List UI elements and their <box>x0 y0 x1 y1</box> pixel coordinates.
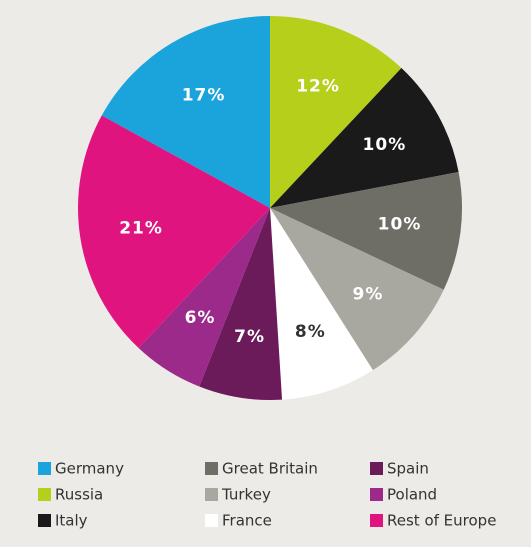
pie-slice <box>138 208 270 387</box>
legend-label: Germany <box>55 460 124 478</box>
pie-slice <box>199 208 283 400</box>
legend-label: Poland <box>387 486 437 504</box>
legend-label: France <box>222 512 272 530</box>
pie-slice <box>78 115 270 348</box>
pie-slice <box>270 208 373 400</box>
value-label: 21% <box>119 218 163 238</box>
value-label: 10% <box>363 135 407 155</box>
legend-label: Turkey <box>221 486 271 504</box>
value-label: 10% <box>378 214 422 234</box>
legend-swatch <box>370 514 383 527</box>
value-label: 6% <box>185 308 216 328</box>
legend-label: Rest of Europe <box>387 512 496 530</box>
legend-swatch <box>205 488 218 501</box>
legend-swatch <box>370 462 383 475</box>
legend-swatch <box>38 488 51 501</box>
value-label: 9% <box>352 284 383 304</box>
value-label: 7% <box>234 327 265 347</box>
legend-label: Russia <box>55 486 103 504</box>
value-label: 8% <box>295 322 326 342</box>
legend-label: Great Britain <box>222 460 318 478</box>
value-label: 12% <box>296 77 340 97</box>
pie-slice <box>270 208 444 371</box>
legend-label: Spain <box>387 460 429 478</box>
legend-swatch <box>370 488 383 501</box>
pie-slice <box>101 16 270 208</box>
pie-slice <box>270 172 463 290</box>
legend-swatch <box>205 514 218 527</box>
legend-swatch <box>205 462 218 475</box>
value-label: 17% <box>182 86 226 106</box>
pie-slice <box>270 68 459 208</box>
legend-swatch <box>38 462 51 475</box>
legend-label: Italy <box>55 512 88 530</box>
pie-slice <box>270 16 402 208</box>
legend-swatch <box>38 514 51 527</box>
